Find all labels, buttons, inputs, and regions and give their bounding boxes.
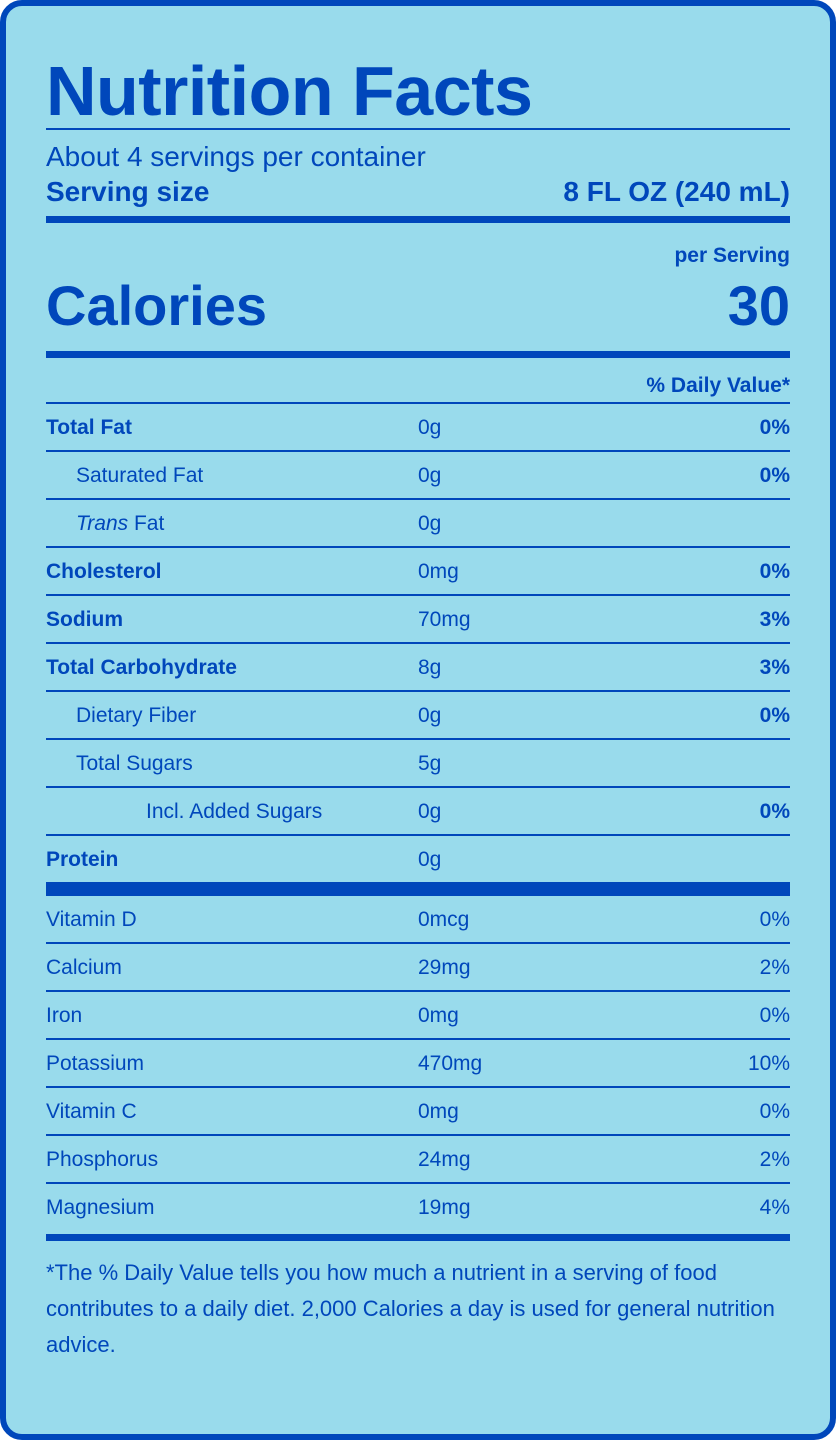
nutrient-row: Sodium 70mg 3% xyxy=(46,596,790,644)
serving-size: Serving size 8 FL OZ (240 mL) xyxy=(46,174,790,216)
nutrient-name: Sodium xyxy=(46,608,123,631)
vitamin-amount: 0mcg xyxy=(418,908,470,931)
nutrient-amount: 8g xyxy=(418,656,442,679)
per-serving-label: per Serving xyxy=(674,244,790,267)
nutrient-name: Total Sugars xyxy=(76,752,193,775)
calories-row: Calories 30 xyxy=(46,263,790,351)
vitamin-name: Vitamin D xyxy=(46,908,137,931)
nutrient-amount: 0mg xyxy=(418,560,459,583)
label-title: Nutrition Facts xyxy=(46,52,533,130)
nutrient-name: Incl. Added Sugars xyxy=(146,800,323,823)
nutrient-row: Dietary Fiber 0g 0% xyxy=(46,692,790,740)
nutrient-dv: 3% xyxy=(759,608,790,631)
nutrient-row: Total Fat 0g 0% xyxy=(46,404,790,452)
thick-divider xyxy=(46,882,790,896)
vitamin-row: Iron 0mg 0% xyxy=(46,992,790,1040)
footnote: *The % Daily Value tells you how much a … xyxy=(46,1260,775,1357)
nutrient-amount: 0g xyxy=(418,704,442,727)
vitamin-name: Iron xyxy=(46,1004,83,1027)
divider xyxy=(46,128,790,130)
nutrient-dv: 0% xyxy=(759,464,790,487)
thick-divider xyxy=(46,216,790,223)
nutrient-amount: 70mg xyxy=(418,608,471,631)
serving-size-value: 8 FL OZ (240 mL) xyxy=(563,176,790,207)
vitamin-amount: 24mg xyxy=(418,1148,471,1171)
vitamin-dv: 10% xyxy=(747,1052,790,1075)
vitamin-dv: 0% xyxy=(759,1004,790,1027)
serving-size-label: Serving size xyxy=(46,176,210,207)
nutrient-row: Total Sugars 5g xyxy=(46,740,790,788)
nutrient-name: Dietary Fiber xyxy=(76,704,197,727)
vitamin-row: Phosphorus 24mg 2% xyxy=(46,1136,790,1184)
vitamin-name: Phosphorus xyxy=(46,1148,159,1171)
nutrient-dv: 0% xyxy=(759,800,790,823)
vitamin-dv: 2% xyxy=(759,956,790,979)
nutrient-name: Cholesterol xyxy=(46,560,162,583)
nutrient-amount: 0g xyxy=(418,848,442,871)
nutrient-amount: 0g xyxy=(418,416,442,439)
vitamin-dv: 2% xyxy=(759,1148,790,1171)
nutrient-amount: 0g xyxy=(418,800,442,823)
nutrient-name: Saturated Fat xyxy=(76,464,204,487)
thick-divider xyxy=(46,351,790,358)
nutrient-name: Total Fat xyxy=(46,416,132,439)
trans-italic: Trans xyxy=(76,512,129,535)
vitamin-dv: 0% xyxy=(759,1100,790,1123)
vitamin-row: Potassium 470mg 10% xyxy=(46,1040,790,1088)
nutrient-dv: 0% xyxy=(759,416,790,439)
thick-divider xyxy=(46,1234,790,1241)
nutrient-dv: 0% xyxy=(759,704,790,727)
nutrient-name: Trans Fat xyxy=(46,500,418,546)
nutrient-row: Trans Fat 0g xyxy=(46,500,790,548)
servings-per-container: About 4 servings per container xyxy=(46,141,426,172)
vitamin-amount: 470mg xyxy=(418,1052,483,1075)
nutrient-amount: 5g xyxy=(418,752,442,775)
nutrient-dv: 0% xyxy=(759,560,790,583)
vitamin-amount: 19mg xyxy=(418,1196,471,1219)
vitamin-row: Vitamin D 0mcg 0% xyxy=(46,896,790,944)
nutrient-amount: 0g xyxy=(418,464,442,487)
nutrient-name: Total Carbohydrate xyxy=(46,656,237,679)
vitamin-name: Magnesium xyxy=(46,1196,155,1219)
nutrient-amount: 0g xyxy=(418,512,442,535)
nutrient-row: Total Carbohydrate 8g 3% xyxy=(46,644,790,692)
vitamin-amount: 0mg xyxy=(418,1100,459,1123)
calories-value: 30 xyxy=(727,274,790,337)
nutrient-row: Saturated Fat 0g 0% xyxy=(46,452,790,500)
nutrient-row: Cholesterol 0mg 0% xyxy=(46,548,790,596)
vitamin-name: Vitamin C xyxy=(46,1100,137,1123)
vitamin-amount: 0mg xyxy=(418,1004,459,1027)
vitamin-dv: 0% xyxy=(759,908,790,931)
nutrient-row: Protein 0g xyxy=(46,836,790,882)
vitamin-name: Calcium xyxy=(46,956,122,979)
nutrient-dv: 3% xyxy=(759,656,790,679)
trans-fat-suffix: Fat xyxy=(128,512,165,535)
vitamin-amount: 29mg xyxy=(418,956,471,979)
vitamin-name: Potassium xyxy=(46,1052,145,1075)
daily-value-header: % Daily Value* xyxy=(46,358,790,404)
vitamin-row: Magnesium 19mg 4% xyxy=(46,1184,790,1234)
vitamin-dv: 4% xyxy=(759,1196,790,1219)
nutrient-name: Protein xyxy=(46,848,119,871)
nutrient-row: Incl. Added Sugars 0g 0% xyxy=(46,788,790,836)
vitamin-row: Calcium 29mg 2% xyxy=(46,944,790,992)
calories-label: Calories xyxy=(46,274,267,337)
vitamin-row: Vitamin C 0mg 0% xyxy=(46,1088,790,1136)
